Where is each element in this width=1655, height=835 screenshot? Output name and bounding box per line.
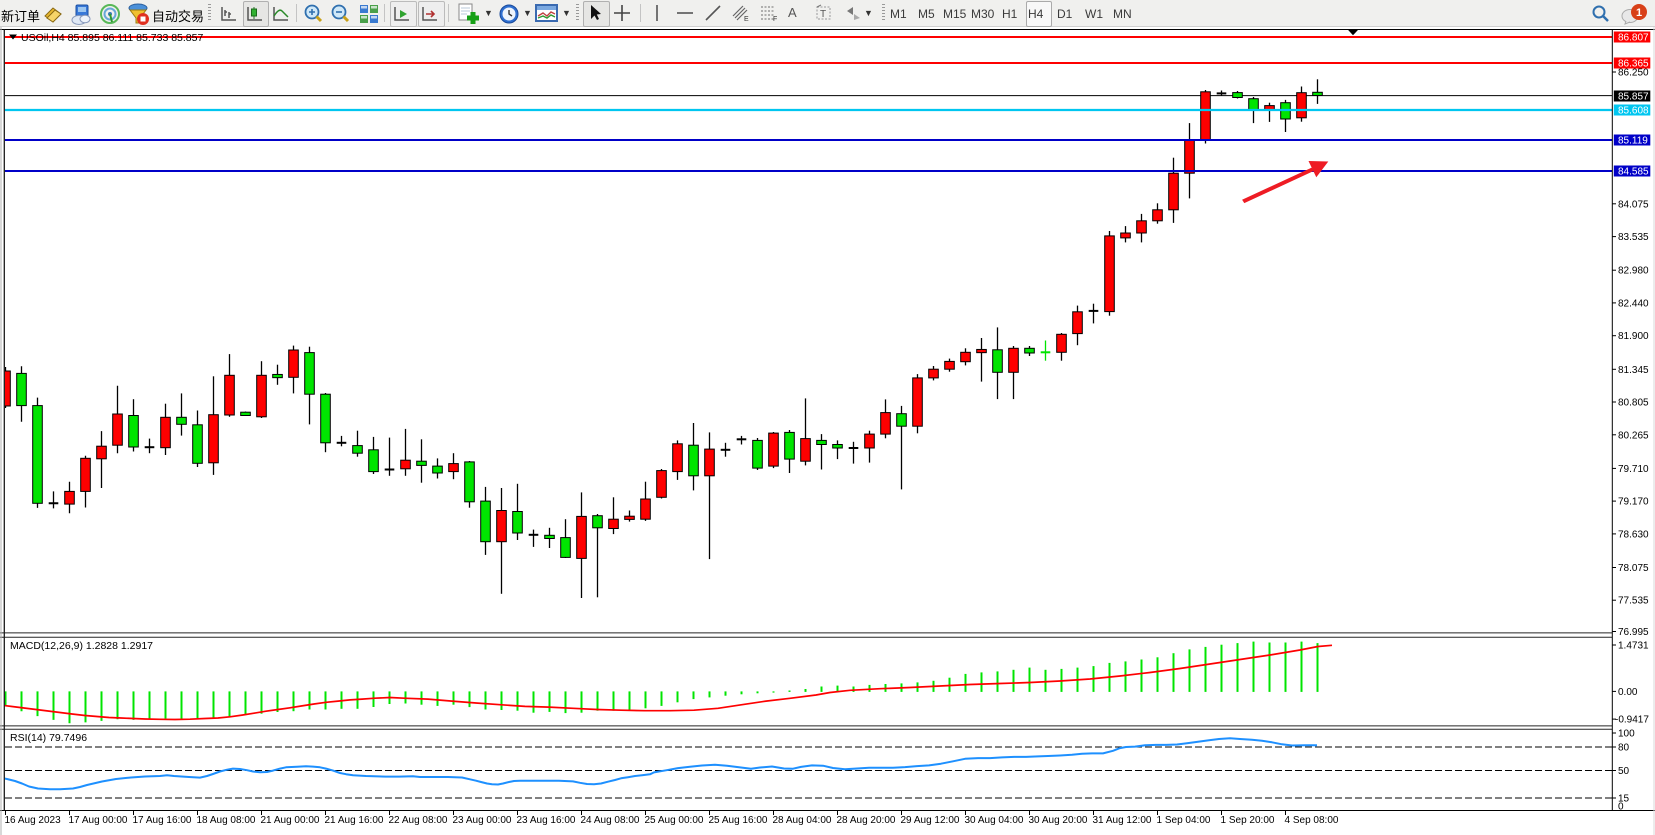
svg-text:30 Aug 20:00: 30 Aug 20:00	[1029, 815, 1088, 826]
svg-text:82.440: 82.440	[1618, 298, 1649, 309]
svg-text:25 Aug 16:00: 25 Aug 16:00	[709, 815, 768, 826]
svg-text:84.585: 84.585	[1618, 167, 1649, 178]
svg-text:79.170: 79.170	[1618, 497, 1649, 508]
svg-text:50: 50	[1618, 766, 1630, 777]
svg-text:80: 80	[1618, 743, 1630, 754]
svg-text:28 Aug 20:00: 28 Aug 20:00	[837, 815, 896, 826]
svg-text:1: 1	[1636, 7, 1642, 19]
svg-text:MACD(12,26,9) 1.2828 1.2917: MACD(12,26,9) 1.2828 1.2917	[10, 640, 153, 652]
svg-text:15: 15	[1618, 794, 1630, 805]
svg-text:RSI(14) 79.7496: RSI(14) 79.7496	[10, 732, 87, 744]
svg-text:23 Aug 16:00: 23 Aug 16:00	[517, 815, 576, 826]
svg-text:1 Sep 04:00: 1 Sep 04:00	[1157, 815, 1211, 826]
svg-text:85.119: 85.119	[1618, 136, 1648, 147]
svg-text:30 Aug 04:00: 30 Aug 04:00	[965, 815, 1024, 826]
svg-text:0.00: 0.00	[1618, 687, 1638, 698]
svg-text:-0.9417: -0.9417	[1615, 715, 1649, 726]
svg-text:25 Aug 00:00: 25 Aug 00:00	[645, 815, 704, 826]
svg-text:78.075: 78.075	[1618, 563, 1649, 574]
svg-text:86.250: 86.250	[1618, 68, 1649, 79]
svg-text:84.075: 84.075	[1618, 199, 1649, 210]
svg-text:85.857: 85.857	[1618, 92, 1649, 103]
svg-text:16 Aug 2023: 16 Aug 2023	[5, 815, 62, 826]
svg-text:22 Aug 08:00: 22 Aug 08:00	[389, 815, 448, 826]
svg-text:USOil,H4 85.895 86.111 85.733: USOil,H4 85.895 86.111 85.733 85.857	[21, 32, 203, 44]
svg-text:80.265: 80.265	[1618, 430, 1649, 441]
svg-text:17 Aug 16:00: 17 Aug 16:00	[133, 815, 192, 826]
svg-text:78.630: 78.630	[1618, 529, 1649, 540]
svg-text:E: E	[744, 16, 749, 22]
svg-text:76.995: 76.995	[1618, 627, 1649, 638]
svg-text:82.980: 82.980	[1618, 266, 1649, 277]
svg-text:100: 100	[1618, 729, 1635, 740]
svg-text:18 Aug 08:00: 18 Aug 08:00	[197, 815, 256, 826]
svg-text:77.535: 77.535	[1618, 596, 1649, 607]
svg-text:21 Aug 16:00: 21 Aug 16:00	[325, 815, 384, 826]
svg-text:86.365: 86.365	[1618, 59, 1649, 70]
svg-text:31 Aug 12:00: 31 Aug 12:00	[1093, 815, 1152, 826]
svg-text:F: F	[773, 16, 777, 22]
svg-text:85.608: 85.608	[1618, 106, 1649, 117]
svg-text:4 Sep 08:00: 4 Sep 08:00	[1285, 815, 1339, 826]
svg-text:81.900: 81.900	[1618, 331, 1649, 342]
svg-text:28 Aug 04:00: 28 Aug 04:00	[773, 815, 832, 826]
svg-text:81.345: 81.345	[1618, 365, 1649, 376]
svg-text:83.535: 83.535	[1618, 232, 1649, 243]
svg-text:T: T	[820, 9, 826, 20]
svg-text:23 Aug 00:00: 23 Aug 00:00	[453, 815, 512, 826]
svg-text:29 Aug 12:00: 29 Aug 12:00	[901, 815, 960, 826]
svg-text:17 Aug 00:00: 17 Aug 00:00	[69, 815, 128, 826]
svg-text:24 Aug 08:00: 24 Aug 08:00	[581, 815, 640, 826]
svg-text:1.4731: 1.4731	[1618, 641, 1649, 652]
svg-text:86.807: 86.807	[1618, 33, 1649, 44]
svg-text:21 Aug 00:00: 21 Aug 00:00	[261, 815, 320, 826]
svg-text:80.805: 80.805	[1618, 398, 1649, 409]
svg-text:79.710: 79.710	[1618, 464, 1649, 475]
svg-text:0: 0	[1618, 802, 1624, 813]
svg-text:1 Sep 20:00: 1 Sep 20:00	[1221, 815, 1275, 826]
